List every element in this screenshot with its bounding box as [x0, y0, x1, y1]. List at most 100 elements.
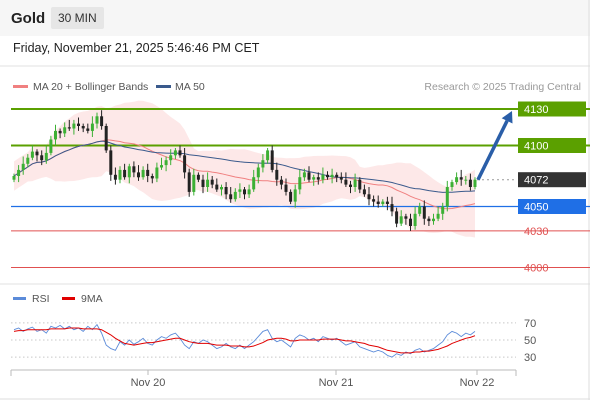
- candle-body: [44, 152, 48, 161]
- candle-body: [326, 174, 329, 178]
- candle: [256, 163, 260, 184]
- candle: [12, 173, 16, 183]
- candle-body: [49, 139, 53, 153]
- candle-body: [270, 150, 274, 170]
- x-axis: Nov 20 Nov 21 Nov 22: [131, 370, 494, 389]
- candle: [316, 172, 320, 185]
- candle: [473, 177, 477, 190]
- candle: [385, 196, 389, 211]
- x-tick-label: Nov 20: [131, 377, 166, 389]
- rsi-ma-line: [13, 327, 476, 354]
- candle: [409, 213, 412, 231]
- candle-body: [335, 174, 339, 178]
- candle: [399, 210, 403, 226]
- candle-body: [141, 169, 145, 178]
- candle: [178, 145, 182, 158]
- candle-body: [196, 174, 200, 180]
- candle-body: [450, 182, 454, 187]
- top-bar: Gold 30 MIN: [0, 0, 590, 36]
- candle: [367, 187, 371, 206]
- candle: [293, 184, 297, 208]
- candle: [321, 167, 325, 184]
- candle: [353, 173, 357, 192]
- candle-body: [233, 191, 237, 200]
- candle-body: [187, 172, 191, 192]
- candle: [422, 200, 426, 225]
- candle-body: [127, 166, 131, 178]
- candle: [468, 173, 472, 191]
- candle-body: [385, 201, 389, 204]
- candle: [67, 119, 71, 131]
- candle: [413, 206, 417, 230]
- candle-body: [298, 177, 302, 190]
- candle: [330, 168, 334, 184]
- candle-body: [210, 179, 214, 185]
- candle-body: [464, 179, 468, 181]
- candle: [464, 176, 468, 185]
- candle: [307, 166, 311, 183]
- candle-body: [418, 206, 422, 214]
- candle-body: [302, 172, 306, 178]
- candle-body: [183, 155, 187, 173]
- candle-body: [252, 177, 256, 190]
- level-labels: 4130 4100 4072 4050 4030 4000: [518, 101, 586, 275]
- level-tag-4072: [518, 172, 586, 188]
- candle: [289, 189, 293, 205]
- candle: [192, 168, 196, 196]
- candle-body: [427, 218, 431, 222]
- candle-body: [293, 189, 297, 202]
- candle-body: [150, 176, 154, 179]
- candle: [40, 150, 44, 166]
- candle-body: [432, 218, 435, 222]
- forecast-arrow: [476, 111, 513, 181]
- candle: [146, 163, 150, 183]
- candle-body: [321, 174, 325, 180]
- candle: [210, 176, 214, 189]
- candle: [441, 202, 445, 220]
- candle: [298, 169, 302, 195]
- candle: [183, 148, 187, 179]
- candle-body: [468, 179, 472, 187]
- candle-body: [113, 174, 117, 180]
- rsi-tick-label: 70: [524, 318, 536, 330]
- candle: [90, 116, 94, 137]
- rsi-legend-swatch: [13, 297, 26, 300]
- candlesticks: [12, 110, 477, 231]
- candle-body: [220, 187, 223, 190]
- candle: [445, 180, 449, 212]
- candle: [95, 112, 99, 129]
- candle-body: [307, 172, 311, 180]
- candle: [17, 165, 21, 183]
- candle-body: [390, 204, 394, 212]
- candle-body: [422, 206, 426, 219]
- candle-body: [367, 194, 371, 200]
- level-label-4050: 4050: [524, 202, 548, 214]
- candle: [132, 161, 136, 178]
- candle-body: [339, 177, 343, 180]
- candle-body: [169, 155, 173, 161]
- candle-body: [95, 116, 99, 124]
- candle-body: [353, 179, 357, 187]
- level-label-4000: 4000: [524, 263, 548, 275]
- candle-body: [146, 169, 150, 176]
- candle: [261, 154, 265, 173]
- candle: [404, 213, 408, 225]
- rsi-legend-label: RSI: [32, 293, 50, 305]
- ma50-legend-label: MA 50: [175, 81, 205, 93]
- rsi-panel: 70 50 30: [11, 318, 536, 364]
- candle: [284, 178, 288, 196]
- candle-body: [455, 177, 459, 183]
- rsi-ma-legend-label: 9MA: [81, 293, 103, 305]
- candle-body: [413, 213, 417, 226]
- candle-body: [330, 174, 334, 178]
- candle: [390, 196, 394, 217]
- timeframe-selector[interactable]: 30 MIN: [51, 7, 104, 29]
- candle-body: [381, 201, 385, 204]
- candle-body: [399, 216, 403, 224]
- candle: [113, 167, 117, 185]
- candle-body: [58, 130, 62, 134]
- candle: [164, 156, 168, 172]
- ma50-legend-swatch: [156, 85, 171, 88]
- candle-body: [77, 123, 80, 126]
